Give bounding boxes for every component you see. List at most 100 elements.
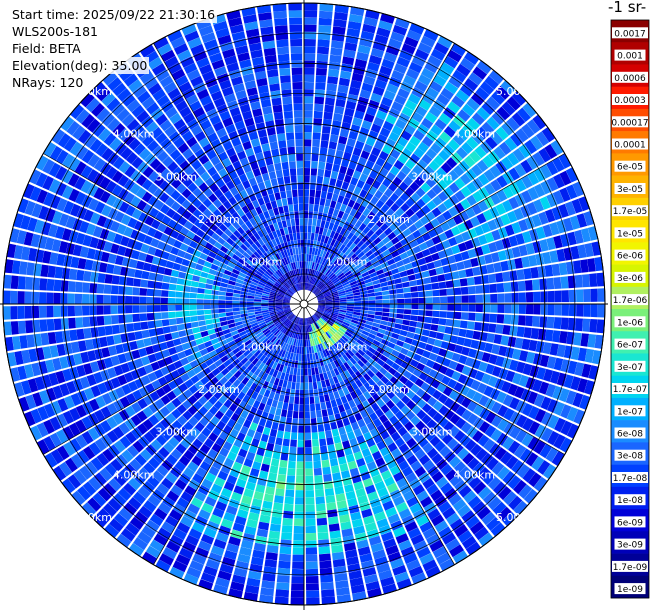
data-cell xyxy=(225,312,234,317)
data-cell xyxy=(83,134,97,149)
data-cell xyxy=(280,539,292,548)
data-cell xyxy=(513,500,528,516)
data-cell xyxy=(219,316,227,322)
data-cell xyxy=(198,540,212,552)
data-cell xyxy=(341,279,349,285)
data-cell xyxy=(453,165,465,177)
data-cell xyxy=(284,295,291,299)
data-cell xyxy=(518,219,529,232)
data-cell xyxy=(311,225,316,234)
data-cell xyxy=(363,382,372,391)
data-cell xyxy=(106,335,115,346)
data-cell xyxy=(38,205,49,220)
data-cell xyxy=(326,253,333,261)
data-cell xyxy=(255,288,263,293)
data-cell xyxy=(161,477,174,490)
data-cell xyxy=(313,204,319,212)
data-cell xyxy=(352,332,360,339)
data-cell xyxy=(498,141,512,156)
data-cell xyxy=(275,488,285,497)
data-cell xyxy=(500,80,516,95)
data-cell xyxy=(218,295,226,300)
data-cell xyxy=(317,234,322,242)
data-cell xyxy=(378,524,392,535)
data-cell xyxy=(73,469,87,485)
data-cell xyxy=(344,317,352,322)
data-cell xyxy=(356,434,366,444)
data-cell xyxy=(337,172,346,181)
data-cell xyxy=(327,509,338,518)
data-cell xyxy=(268,472,278,481)
data-cell xyxy=(374,189,384,200)
data-cell xyxy=(319,358,324,366)
data-cell xyxy=(82,294,90,304)
data-cell xyxy=(274,162,282,171)
data-cell xyxy=(391,268,400,275)
data-cell xyxy=(198,395,208,406)
data-cell xyxy=(544,264,554,277)
data-cell xyxy=(341,121,351,131)
data-cell xyxy=(275,298,283,301)
data-cell xyxy=(317,424,325,432)
data-cell xyxy=(226,249,235,258)
data-cell xyxy=(316,503,326,512)
data-cell xyxy=(358,318,367,324)
data-cell xyxy=(270,326,278,333)
data-cell xyxy=(341,528,354,538)
data-cell xyxy=(292,374,297,383)
data-cell xyxy=(90,457,104,471)
data-cell xyxy=(252,338,260,345)
data-cell xyxy=(169,276,178,284)
data-cell xyxy=(445,469,458,482)
data-cell xyxy=(490,304,498,313)
data-cell xyxy=(456,63,471,77)
data-cell xyxy=(234,282,243,288)
data-cell xyxy=(150,238,160,248)
data-cell xyxy=(134,358,144,369)
data-cell xyxy=(404,36,419,48)
data-cell xyxy=(521,190,533,204)
data-cell xyxy=(330,275,338,282)
data-cell xyxy=(396,313,404,319)
data-cell xyxy=(226,434,236,445)
data-cell xyxy=(217,570,232,581)
data-cell xyxy=(220,232,229,241)
data-cell xyxy=(312,323,317,330)
data-cell xyxy=(385,218,394,227)
data-cell xyxy=(304,168,311,176)
data-cell xyxy=(497,506,512,521)
data-cell xyxy=(234,286,242,291)
data-cell xyxy=(290,389,295,397)
data-cell xyxy=(291,60,303,68)
data-cell xyxy=(294,316,299,324)
data-cell xyxy=(387,231,397,241)
data-cell xyxy=(310,276,314,284)
data-cell xyxy=(116,108,130,122)
data-cell xyxy=(355,327,363,333)
data-cell xyxy=(124,165,136,178)
data-cell xyxy=(567,231,577,246)
data-cell xyxy=(547,290,555,303)
data-cell xyxy=(147,475,160,488)
data-cell xyxy=(314,96,325,105)
data-cell xyxy=(403,243,412,252)
data-cell xyxy=(168,297,176,304)
data-cell xyxy=(472,391,483,403)
data-cell xyxy=(290,432,298,440)
data-cell xyxy=(510,132,523,147)
data-cell xyxy=(126,277,134,286)
data-cell xyxy=(324,356,331,364)
data-cell xyxy=(443,144,455,156)
data-cell xyxy=(384,253,393,262)
colorbar-tick-label: 3e-05 xyxy=(617,185,643,195)
data-cell xyxy=(412,245,422,254)
data-cell xyxy=(406,364,416,374)
data-cell xyxy=(382,144,393,155)
data-cell xyxy=(175,554,191,566)
data-cell xyxy=(472,66,488,80)
data-cell xyxy=(344,144,354,154)
data-cell xyxy=(104,463,118,477)
data-cell xyxy=(296,468,304,476)
data-cell xyxy=(424,316,433,324)
data-cell xyxy=(101,204,112,217)
